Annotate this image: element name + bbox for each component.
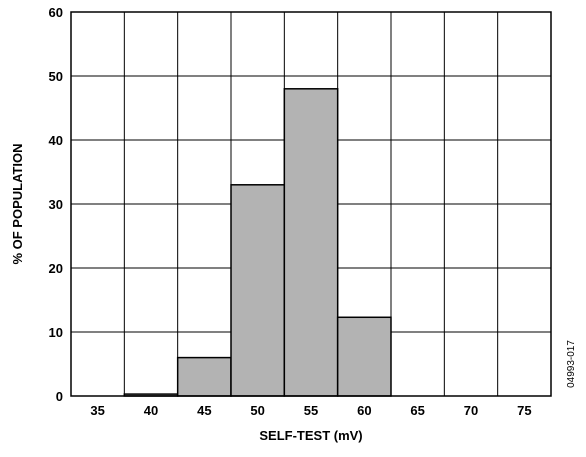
x-tick-label: 60 [357, 403, 371, 418]
y-tick-label: 40 [49, 133, 63, 148]
bars [123, 88, 392, 397]
x-tick-label: 70 [464, 403, 478, 418]
x-tick-label: 75 [517, 403, 531, 418]
figure-code: 04993-017 [566, 340, 577, 388]
y-tick-label: 10 [49, 325, 63, 340]
x-axis-label: SELF-TEST (mV) [259, 428, 362, 443]
x-tick-labels: 35 40 45 50 55 60 65 70 75 [90, 403, 531, 418]
x-tick-label: 35 [90, 403, 104, 418]
histogram-bar [336, 316, 392, 397]
x-tick-label: 45 [197, 403, 211, 418]
y-tick-label: 60 [49, 5, 63, 20]
histogram-bar [283, 88, 339, 397]
plot-frame [70, 11, 552, 397]
histogram-bar [176, 356, 232, 397]
y-tick-label: 0 [56, 389, 63, 404]
x-tick-label: 55 [304, 403, 318, 418]
y-axis-label: % OF POPULATION [10, 143, 25, 264]
x-tick-label: 65 [410, 403, 424, 418]
y-tick-label: 20 [49, 261, 63, 276]
y-tick-label: 30 [49, 197, 63, 212]
x-tick-label: 50 [250, 403, 264, 418]
y-tick-label: 50 [49, 69, 63, 84]
y-tick-labels: 0 10 20 30 40 50 60 [49, 5, 63, 404]
x-tick-label: 40 [144, 403, 158, 418]
histogram-bar [230, 184, 286, 397]
